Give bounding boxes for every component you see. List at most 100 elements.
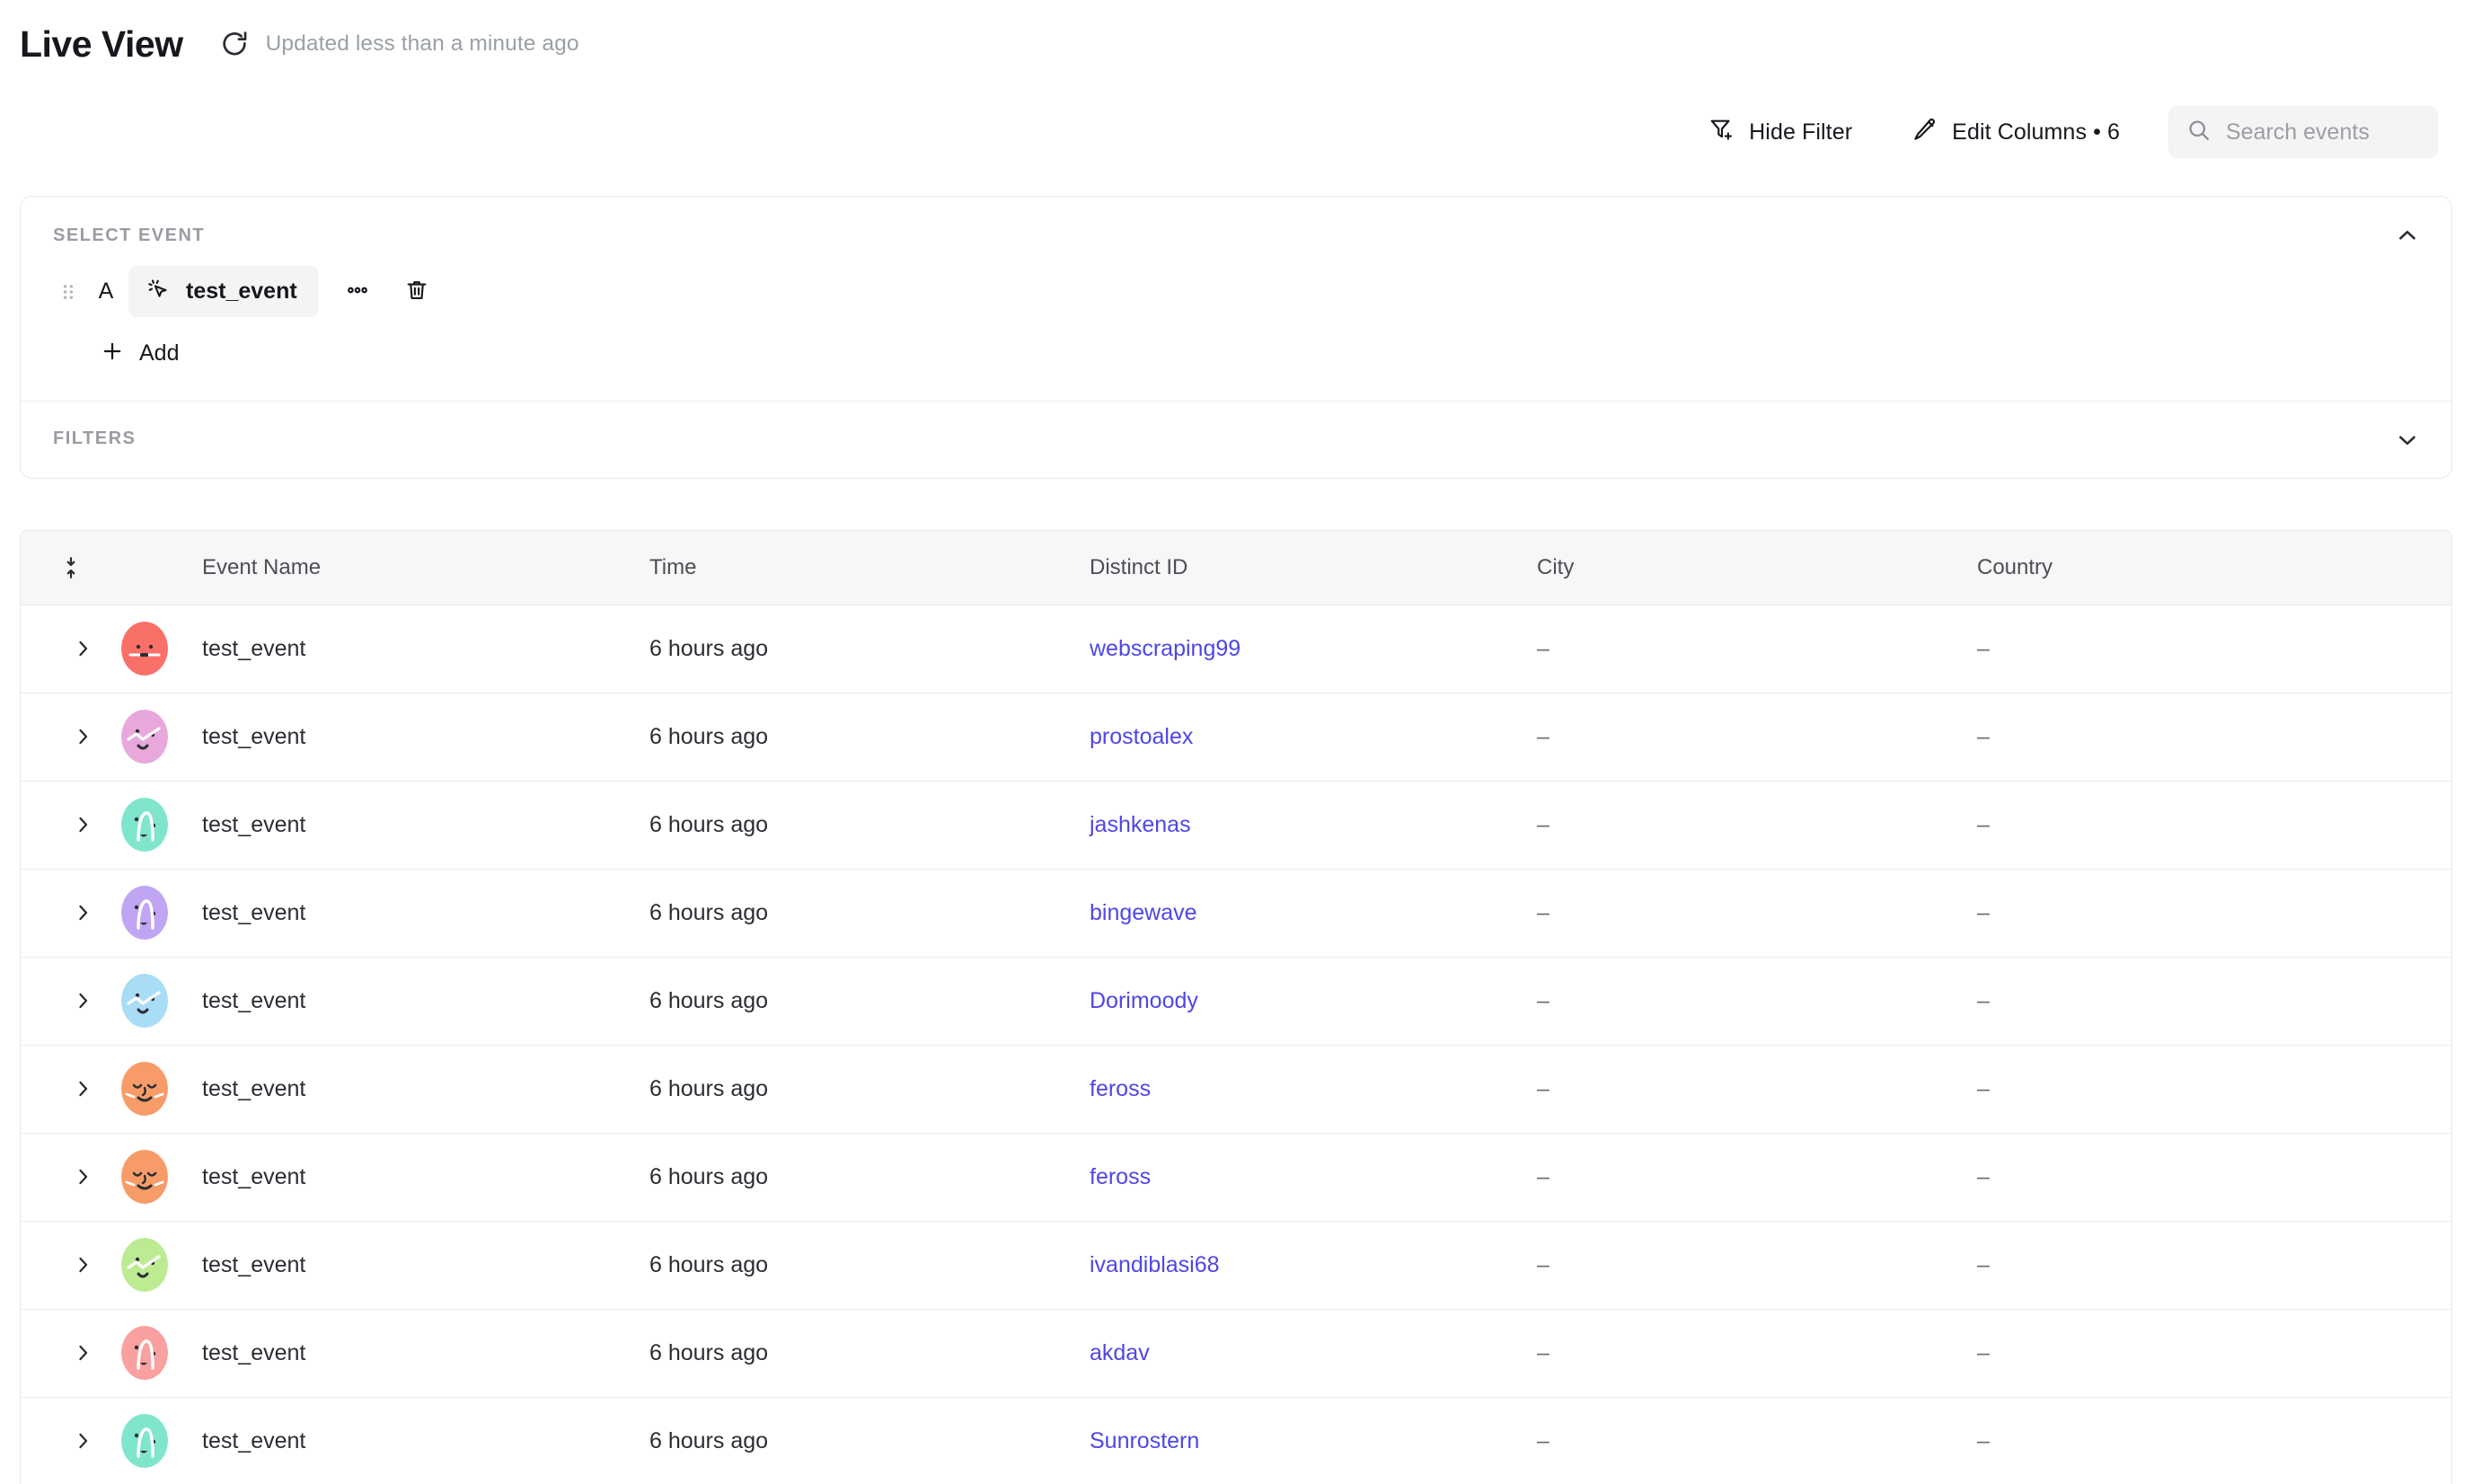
page-header: Live View Updated less than a minute ago: [0, 0, 2472, 65]
event-chip-test-event[interactable]: test_event: [128, 266, 319, 317]
add-event-button[interactable]: Add: [91, 333, 188, 374]
column-header-distinct-id[interactable]: Distinct ID: [1090, 531, 1537, 605]
row-avatar-cell: [121, 869, 202, 958]
city-value: –: [1537, 899, 1549, 925]
event-more-button[interactable]: [337, 271, 378, 313]
cell-time: 6 hours ago: [649, 1397, 1090, 1484]
table-row[interactable]: test_event 6 hours ago jashkenas – –: [21, 781, 2451, 870]
chevron-right-icon[interactable]: [62, 1156, 103, 1197]
cell-country: –: [1977, 1045, 2451, 1134]
distinct-id-link[interactable]: feross: [1090, 1075, 1152, 1101]
pencil-icon: [1911, 116, 1938, 149]
hide-filter-button[interactable]: Hide Filter: [1694, 107, 1867, 158]
cell-distinct-id: ivandiblasi68: [1090, 1221, 1537, 1310]
events-table-header-row: Event Name Time Distinct ID City Country: [21, 531, 2451, 605]
table-row[interactable]: test_event 6 hours ago bingewave – –: [21, 869, 2451, 958]
city-value: –: [1537, 1251, 1549, 1277]
refresh-icon[interactable]: [219, 29, 250, 59]
distinct-id-link[interactable]: webscraping99: [1090, 635, 1241, 661]
distinct-id-link[interactable]: ivandiblasi68: [1090, 1251, 1220, 1277]
drag-handle-icon[interactable]: [53, 277, 84, 307]
cell-event-name: test_event: [202, 1309, 649, 1398]
row-avatar-cell: [121, 1397, 202, 1484]
table-row[interactable]: test_event 6 hours ago akdav – –: [21, 1309, 2451, 1398]
table-row[interactable]: test_event 6 hours ago webscraping99 – –: [21, 605, 2451, 693]
row-expand-cell: [21, 693, 121, 782]
table-row[interactable]: test_event 6 hours ago feross – –: [21, 1045, 2451, 1134]
avatar: [121, 1414, 168, 1468]
chevron-right-icon[interactable]: [62, 892, 103, 933]
row-avatar-cell: [121, 605, 202, 693]
cell-event-name: test_event: [202, 693, 649, 782]
country-value: –: [1977, 1251, 1990, 1277]
distinct-id-link[interactable]: Dorimoody: [1090, 987, 1198, 1013]
search-input[interactable]: [2226, 119, 2420, 146]
cell-distinct-id: jashkenas: [1090, 781, 1537, 870]
cell-country: –: [1977, 1221, 2451, 1310]
edit-columns-button[interactable]: Edit Columns • 6: [1897, 107, 2134, 158]
cell-city: –: [1537, 1133, 1977, 1222]
avatar: [121, 1150, 168, 1204]
chevron-right-icon[interactable]: [62, 980, 103, 1021]
add-event-label: Add: [139, 340, 180, 366]
country-value: –: [1977, 811, 1990, 837]
query-card-divider: [21, 401, 2451, 402]
column-header-country[interactable]: Country: [1977, 531, 2451, 605]
column-header-time[interactable]: Time: [649, 531, 1090, 605]
avatar: [121, 1062, 168, 1116]
cell-distinct-id: prostoalex: [1090, 693, 1537, 782]
chevron-right-icon[interactable]: [62, 628, 103, 669]
table-row[interactable]: test_event 6 hours ago Dorimoody – –: [21, 957, 2451, 1046]
column-header-city[interactable]: City: [1537, 531, 1977, 605]
table-row[interactable]: test_event 6 hours ago feross – –: [21, 1133, 2451, 1222]
distinct-id-link[interactable]: feross: [1090, 1163, 1152, 1189]
search-events-box[interactable]: [2168, 106, 2438, 158]
search-icon: [2186, 118, 2212, 147]
row-expand-cell: [21, 869, 121, 958]
chevron-right-icon[interactable]: [62, 1332, 103, 1374]
cursor-click-icon: [145, 276, 172, 307]
table-row[interactable]: test_event 6 hours ago Sunrostern – –: [21, 1397, 2451, 1484]
city-value: –: [1537, 1075, 1549, 1101]
filters-collapse-toggle[interactable]: [2390, 425, 2424, 459]
trash-icon: [403, 277, 430, 306]
cell-event-name: test_event: [202, 1221, 649, 1310]
cell-city: –: [1537, 1309, 1977, 1398]
distinct-id-link[interactable]: akdav: [1090, 1339, 1150, 1365]
city-value: –: [1537, 811, 1549, 837]
cell-event-name: test_event: [202, 869, 649, 958]
chevron-right-icon[interactable]: [62, 804, 103, 845]
avatar: [121, 974, 168, 1028]
country-value: –: [1977, 635, 1990, 661]
table-row[interactable]: test_event 6 hours ago ivandiblasi68 – –: [21, 1221, 2451, 1310]
cell-event-name: test_event: [202, 1133, 649, 1222]
chevron-right-icon[interactable]: [62, 716, 103, 757]
sort-collapse-icon[interactable]: [21, 555, 121, 580]
cell-time: 6 hours ago: [649, 1133, 1090, 1222]
cell-country: –: [1977, 693, 2451, 782]
events-table-head: Event Name Time Distinct ID City Country: [21, 531, 2451, 605]
distinct-id-link[interactable]: Sunrostern: [1090, 1427, 1200, 1453]
row-avatar-cell: [121, 1221, 202, 1310]
event-chip-label: test_event: [186, 278, 297, 304]
distinct-id-link[interactable]: prostoalex: [1090, 723, 1194, 749]
country-value: –: [1977, 1075, 1990, 1101]
distinct-id-link[interactable]: bingewave: [1090, 899, 1197, 925]
query-builder-card: SELECT EVENT A: [20, 196, 2452, 479]
hide-filter-label: Hide Filter: [1749, 119, 1853, 145]
table-row[interactable]: test_event 6 hours ago prostoalex – –: [21, 693, 2451, 782]
chevron-right-icon[interactable]: [62, 1244, 103, 1285]
cell-country: –: [1977, 1133, 2451, 1222]
country-value: –: [1977, 1339, 1990, 1365]
column-header-event-name[interactable]: Event Name: [202, 531, 649, 605]
avatar: [121, 622, 168, 676]
distinct-id-link[interactable]: jashkenas: [1090, 811, 1191, 837]
cell-time: 6 hours ago: [649, 1309, 1090, 1398]
row-avatar-cell: [121, 781, 202, 870]
event-delete-button[interactable]: [396, 271, 437, 313]
chevron-right-icon[interactable]: [62, 1420, 103, 1462]
cell-distinct-id: bingewave: [1090, 869, 1537, 958]
select-event-collapse-toggle[interactable]: [2390, 220, 2424, 254]
chevron-right-icon[interactable]: [62, 1068, 103, 1109]
